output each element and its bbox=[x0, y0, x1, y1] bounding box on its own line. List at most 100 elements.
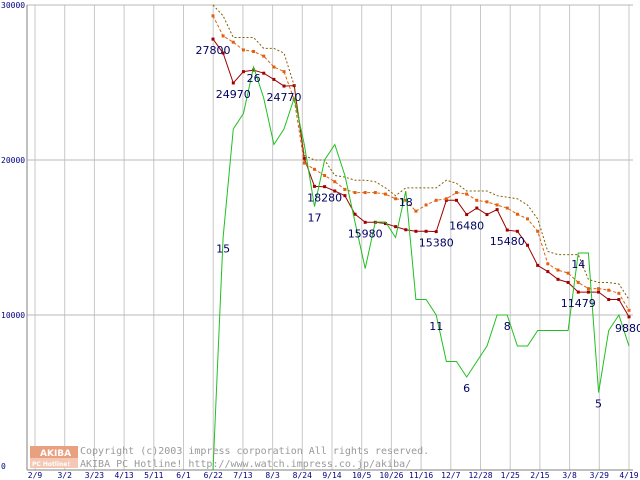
data-point-price-low bbox=[241, 70, 245, 74]
data-point-price-low bbox=[231, 81, 235, 85]
y-tick-label: 10000 bbox=[1, 311, 25, 320]
data-point-price-avg bbox=[526, 217, 530, 221]
data-point-price-avg bbox=[465, 192, 469, 196]
x-tick-label: 1/25 bbox=[501, 471, 520, 480]
data-point-price-avg bbox=[252, 50, 256, 53]
data-label: 24770 bbox=[267, 91, 302, 104]
data-point-price-low bbox=[566, 280, 570, 284]
data-point-price-avg bbox=[383, 192, 387, 196]
x-tick-label: 4/19 bbox=[619, 471, 638, 480]
x-tick-label: 4/13 bbox=[114, 471, 133, 480]
data-label: 15 bbox=[216, 243, 230, 256]
data-label: 27800 bbox=[196, 44, 231, 57]
data-point-price-low bbox=[546, 270, 550, 274]
data-point-price-avg bbox=[272, 65, 276, 69]
data-point-price-avg bbox=[444, 197, 448, 201]
data-point-price-avg bbox=[312, 167, 316, 171]
series-line-shop-count bbox=[212, 65, 630, 471]
data-point-price-avg bbox=[434, 198, 438, 202]
data-point-price-avg bbox=[597, 287, 601, 291]
data-point-price-avg bbox=[373, 191, 377, 195]
x-tick-label: 6/1 bbox=[176, 471, 191, 480]
data-point-price-low bbox=[424, 229, 428, 233]
logo-line2: PC Hotline! bbox=[32, 461, 70, 468]
x-tick-label: 5/11 bbox=[144, 471, 163, 480]
y-tick-label: 0 bbox=[1, 462, 6, 471]
data-point-price-avg bbox=[211, 14, 215, 18]
data-label: 6 bbox=[463, 382, 470, 395]
data-point-price-low bbox=[444, 198, 448, 202]
data-point-price-avg bbox=[475, 198, 479, 202]
data-label: 18 bbox=[399, 196, 413, 209]
x-tick-label: 2/15 bbox=[530, 471, 549, 480]
data-point-price-low bbox=[404, 228, 408, 232]
data-label: 26 bbox=[247, 72, 261, 85]
data-point-price-low bbox=[455, 198, 459, 202]
data-point-price-low bbox=[586, 290, 590, 294]
data-point-price-low bbox=[414, 229, 418, 233]
data-point-price-low bbox=[272, 77, 276, 81]
data-point-price-low bbox=[597, 290, 601, 294]
watermark: AKIBA PC Hotline! Copyright (c)2003 impr… bbox=[30, 446, 429, 470]
copyright-line2: AKIBA PC Hotline! http://www.watch.impre… bbox=[80, 459, 411, 470]
x-tick-label: 10/5 bbox=[352, 471, 371, 480]
data-point-price-low bbox=[434, 230, 438, 234]
data-label: 16480 bbox=[449, 220, 484, 233]
data-point-price-avg bbox=[556, 268, 560, 272]
data-point-price-low bbox=[333, 189, 337, 193]
data-point-price-low bbox=[221, 51, 225, 55]
data-point-price-avg bbox=[404, 198, 408, 202]
data-point-price-low bbox=[485, 213, 489, 217]
data-point-price-low bbox=[607, 298, 611, 301]
data-point-price-avg bbox=[302, 161, 306, 165]
series-layer bbox=[211, 4, 631, 471]
data-label: 11479 bbox=[561, 297, 596, 310]
data-point-price-low bbox=[556, 277, 560, 281]
data-point-price-low bbox=[252, 68, 256, 72]
data-label: 15980 bbox=[348, 227, 383, 240]
y-tick-label: 30000 bbox=[1, 1, 25, 10]
data-point-price-low bbox=[515, 229, 519, 233]
data-point-price-avg bbox=[505, 206, 509, 210]
data-point-price-avg bbox=[424, 203, 428, 207]
data-point-price-avg bbox=[607, 288, 611, 292]
data-label: 9880 bbox=[615, 322, 640, 335]
data-point-price-low bbox=[627, 315, 631, 319]
data-label: 17 bbox=[307, 212, 321, 225]
data-point-price-avg bbox=[455, 191, 459, 195]
data-point-price-low bbox=[505, 228, 509, 232]
data-point-price-avg bbox=[241, 48, 245, 52]
data-point-price-avg bbox=[394, 197, 398, 201]
data-point-price-avg bbox=[576, 280, 580, 284]
data-point-price-avg bbox=[282, 70, 286, 74]
data-point-price-avg bbox=[485, 200, 489, 204]
data-point-price-low bbox=[495, 208, 499, 212]
data-point-price-low bbox=[526, 243, 530, 247]
x-tick-label: 3/8 bbox=[562, 471, 577, 480]
data-point-price-avg bbox=[231, 40, 235, 44]
data-point-price-avg bbox=[353, 191, 357, 195]
x-tick-label: 12/7 bbox=[441, 471, 460, 480]
x-tick-label: 2/9 bbox=[28, 471, 43, 480]
data-label: 11 bbox=[429, 320, 443, 333]
data-point-price-avg bbox=[627, 308, 631, 312]
data-point-price-avg bbox=[262, 54, 266, 58]
data-point-price-low bbox=[282, 84, 286, 88]
data-label: 18280 bbox=[307, 192, 342, 205]
copyright-line1: Copyright (c)2003 impress corporation Al… bbox=[80, 446, 429, 457]
data-point-price-low bbox=[211, 37, 215, 41]
series-line-price-high bbox=[212, 4, 630, 300]
x-tick-label: 8/3 bbox=[265, 471, 280, 480]
x-tick-label: 9/14 bbox=[322, 471, 341, 480]
data-point-price-avg bbox=[515, 212, 519, 216]
data-label: 5 bbox=[595, 398, 602, 411]
data-point-price-low bbox=[363, 220, 367, 224]
data-point-price-avg bbox=[333, 180, 337, 184]
data-point-price-low bbox=[475, 206, 479, 210]
series-line-price-avg bbox=[212, 15, 630, 311]
data-label: 14 bbox=[571, 258, 585, 271]
data-point-price-avg bbox=[566, 271, 570, 275]
data-labels: 27800 24970 24770 18280 15980 15380 16480 15480… bbox=[196, 44, 640, 410]
